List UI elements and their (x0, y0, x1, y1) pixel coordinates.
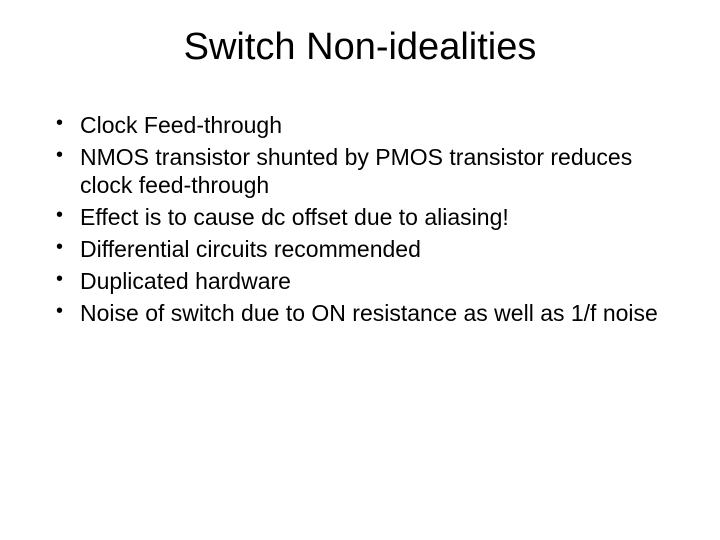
bullet-item: NMOS transistor shunted by PMOS transist… (52, 143, 680, 199)
slide-title: Switch Non-idealities (40, 26, 680, 69)
bullet-item: Clock Feed-through (52, 111, 680, 139)
bullet-list: Clock Feed-through NMOS transistor shunt… (40, 111, 680, 327)
bullet-item: Differential circuits recommended (52, 235, 680, 263)
bullet-item: Noise of switch due to ON resistance as … (52, 299, 680, 327)
slide-container: Switch Non-idealities Clock Feed-through… (0, 0, 720, 540)
bullet-item: Duplicated hardware (52, 267, 680, 295)
bullet-item: Effect is to cause dc offset due to alia… (52, 203, 680, 231)
